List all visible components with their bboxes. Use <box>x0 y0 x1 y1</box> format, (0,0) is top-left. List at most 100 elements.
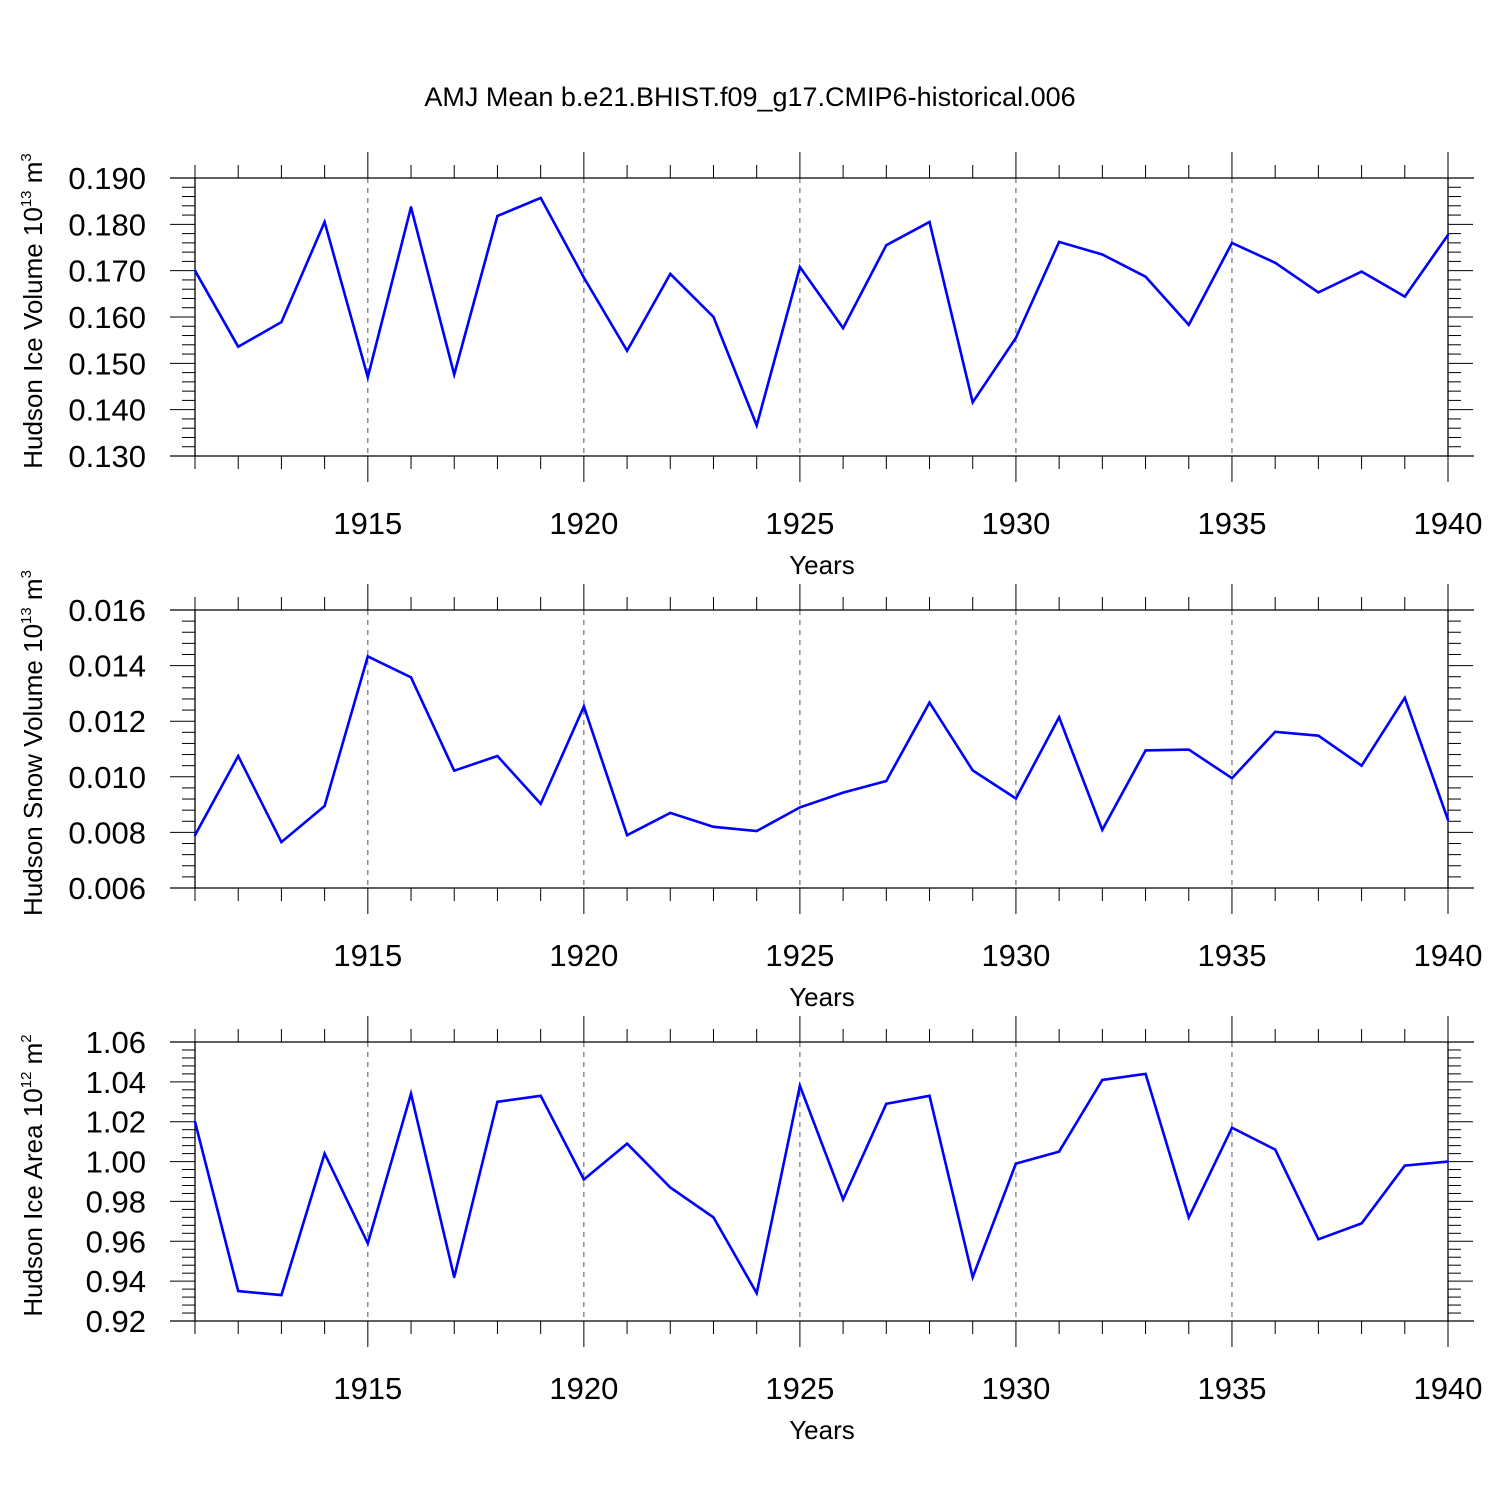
y-axis-label-exponent: 3 <box>18 570 35 578</box>
data-point <box>366 655 370 658</box>
x-tick-label: 1940 <box>1414 506 1483 541</box>
data-point <box>1057 240 1061 244</box>
x-tick-label: 1915 <box>333 938 402 973</box>
y-tick-label: 0.016 <box>68 593 146 628</box>
series-line-ice-area <box>193 1072 1449 1297</box>
data-point <box>1273 261 1277 264</box>
data-point <box>1101 253 1104 256</box>
data-point <box>1144 275 1147 278</box>
data-point <box>1230 1126 1234 1129</box>
x-axis-label: Years <box>789 1415 855 1445</box>
data-point <box>1403 1164 1406 1167</box>
data-point <box>1230 241 1234 245</box>
data-point <box>237 754 240 758</box>
data-point <box>669 272 672 276</box>
data-point <box>366 376 370 379</box>
data-point <box>798 265 802 269</box>
data-point <box>1446 1160 1450 1163</box>
x-tick-label: 1925 <box>765 938 834 973</box>
data-point <box>496 1100 499 1103</box>
data-point <box>193 1120 197 1123</box>
panels: 0.130 0.140 0.150 0.160 0.170 0.180 0.190 1915 1… <box>18 152 1482 1445</box>
data-point <box>323 804 326 808</box>
data-point <box>1187 748 1190 751</box>
x-tick-label: 1925 <box>765 1371 834 1406</box>
data-point <box>928 220 931 224</box>
y-tick-label: 0.006 <box>68 871 146 906</box>
y-tick-label: 0.140 <box>68 393 146 428</box>
data-point <box>1403 696 1406 700</box>
data-point <box>1403 295 1406 298</box>
data-point <box>971 401 974 404</box>
data-point <box>280 840 283 844</box>
data-point <box>496 214 499 218</box>
data-point <box>755 829 758 833</box>
data-point <box>323 1152 326 1155</box>
x-tick-label: 1930 <box>981 506 1050 541</box>
y-tick-label: 0.92 <box>86 1304 146 1339</box>
data-point <box>841 326 845 330</box>
y-axis-label: Hudson Snow Volume 1013 m3 <box>18 570 48 916</box>
data-point <box>1317 1238 1320 1241</box>
y-tick-label: 0.94 <box>86 1264 146 1299</box>
data-point <box>625 349 629 353</box>
y-axis-label-part: Hudson Ice Volume 10 <box>18 207 48 469</box>
data-point <box>1187 1216 1190 1219</box>
x-tick-label: 1930 <box>981 938 1050 973</box>
y-axis-label-exponent: 3 <box>18 153 35 161</box>
x-tick-label: 1930 <box>981 1371 1050 1406</box>
y-tick-label: 0.012 <box>68 704 146 739</box>
y-axis-label-exponent: 13 <box>18 190 35 207</box>
data-point <box>928 1094 931 1098</box>
y-axis-label-part: m <box>18 1043 48 1072</box>
y-tick-label: 1.02 <box>86 1105 146 1140</box>
y-axis-label: Hudson Ice Area 1012 m2 <box>18 1034 48 1316</box>
y-axis-label: Hudson Ice Volume 1013 m3 <box>18 153 48 469</box>
data-point <box>712 1216 715 1219</box>
data-point <box>755 424 758 427</box>
data-point <box>1317 734 1320 737</box>
data-point <box>1057 716 1061 719</box>
x-tick-label: 1915 <box>333 506 402 541</box>
panel-ice-area: 0.92 0.94 0.96 0.98 1.00 1.02 1.04 1.06 1915 1920… <box>18 1016 1482 1445</box>
panel-ice-volume: 0.130 0.140 0.150 0.160 0.170 0.180 0.190 1915 1… <box>18 152 1482 580</box>
data-point <box>1273 730 1277 733</box>
y-tick-label: 0.160 <box>68 300 146 335</box>
x-tick-label: 1935 <box>1197 938 1266 973</box>
panel-snow-volume: 0.006 0.008 0.010 0.012 0.014 0.016 1915 1920 19… <box>18 570 1482 1012</box>
data-point <box>1360 270 1363 273</box>
x-tick-label: 1920 <box>549 938 618 973</box>
x-tick-label: 1940 <box>1414 938 1483 973</box>
data-point <box>582 705 586 708</box>
data-point <box>237 1289 240 1293</box>
data-point <box>582 276 586 279</box>
y-tick-label: 0.010 <box>68 760 146 795</box>
data-point <box>1317 291 1320 294</box>
y-tick-label: 0.190 <box>68 161 146 196</box>
y-tick-label: 0.96 <box>86 1224 146 1259</box>
x-axis-label: Years <box>789 550 855 580</box>
y-tick-label: 1.00 <box>86 1145 146 1180</box>
x-axis-label: Years <box>789 982 855 1012</box>
data-point <box>409 676 413 679</box>
y-axis-label-exponent: 12 <box>18 1072 35 1089</box>
data-point <box>669 1186 672 1189</box>
data-point <box>1014 1162 1018 1165</box>
data-point <box>280 1293 283 1297</box>
data-point <box>755 1291 758 1295</box>
y-tick-label: 0.170 <box>68 254 146 289</box>
data-point <box>237 345 240 348</box>
x-tick-label: 1940 <box>1414 1371 1483 1406</box>
data-point <box>582 1178 586 1181</box>
data-point <box>1360 764 1363 767</box>
data-point <box>928 701 931 704</box>
y-tick-label: 0.98 <box>86 1184 146 1219</box>
data-point <box>1446 233 1450 237</box>
data-point <box>885 1102 888 1105</box>
data-point <box>971 769 974 772</box>
data-point <box>1101 1078 1104 1082</box>
data-point <box>1101 828 1104 832</box>
y-axis-label-part: Hudson Snow Volume 10 <box>18 624 48 916</box>
y-axis-label-part: m <box>18 162 48 191</box>
